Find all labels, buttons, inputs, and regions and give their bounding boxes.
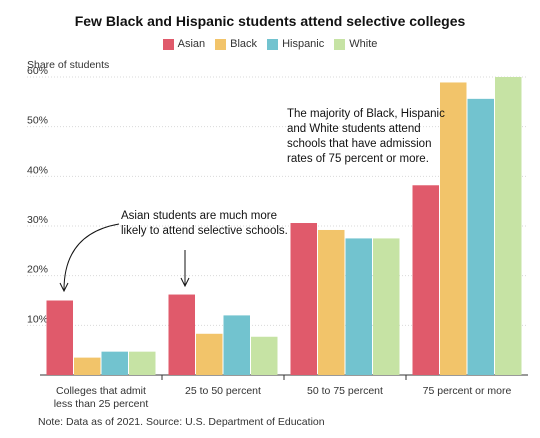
annotation-asian-text: Asian students are much more likely to at…	[121, 209, 288, 239]
bar-hispanic	[467, 98, 494, 375]
x-tick-label: 50 to 75 percent	[285, 385, 405, 398]
bar-black	[74, 357, 101, 375]
legend-item-white: White	[334, 38, 377, 50]
bar-asian	[168, 294, 195, 375]
x-tick-label-line: less than 25 percent	[53, 398, 149, 410]
annotation-line: and White students attend	[287, 123, 421, 135]
annotation-line: Asian students are much more	[121, 210, 277, 222]
bar-white	[373, 238, 400, 375]
legend-swatch-asian	[162, 38, 174, 50]
annotation-line: schools that have admission	[287, 138, 432, 150]
y-axis-label: Share of students	[27, 59, 110, 71]
bar-hispanic	[101, 351, 128, 375]
annotation-majority: The majority of Black, Hispanic and White…	[287, 107, 445, 167]
legend-item-hispanic: Hispanic	[267, 38, 324, 50]
bar-white	[129, 351, 156, 375]
annotation-asian: Asian students are much more likely to at…	[121, 209, 288, 239]
x-tick-label-line: 75 percent or more	[422, 385, 512, 397]
annotation-arrow-curved	[63, 223, 120, 291]
y-tick-label: 50%	[27, 115, 48, 127]
x-tick-label-line: 50 to 75 percent	[307, 385, 383, 397]
annotation-line: rates of 75 percent or more.	[287, 153, 429, 165]
legend-label-white: White	[349, 38, 378, 50]
y-tick-label: 10%	[27, 313, 48, 325]
chart-title: Few Black and Hispanic students attend s…	[74, 13, 466, 29]
bar-hispanic	[345, 238, 372, 375]
y-tick-label: 30%	[27, 214, 48, 226]
legend-swatch-white	[334, 38, 346, 50]
legend-swatch-black	[215, 38, 227, 50]
legend: Asian Black Hispanic White	[0, 38, 540, 50]
annotation-majority-text: The majority of Black, Hispanic and White…	[287, 107, 445, 167]
source-note: Note: Data as of 2021. Source: U.S. Depa…	[38, 416, 325, 428]
bar-hispanic	[223, 315, 250, 375]
legend-item-black: Black	[215, 38, 257, 50]
x-tick-label: 25 to 50 percent	[163, 385, 283, 398]
y-tick-label: 60%	[27, 65, 48, 77]
bar-asian	[46, 300, 73, 375]
legend-label-asian: Asian	[177, 38, 206, 50]
x-tick-label: 75 percent or more	[407, 385, 527, 398]
x-tick-label: Colleges that admit less than 25 percent	[41, 385, 161, 411]
annotation-line: likely to attend selective schools.	[121, 225, 288, 237]
legend-label-hispanic: Hispanic	[282, 38, 325, 50]
y-tick-label: 40%	[27, 164, 48, 176]
bar-black	[196, 333, 223, 375]
x-tick-label-line: 25 to 50 percent	[185, 385, 261, 397]
x-tick-label-line: Colleges that admit	[56, 385, 146, 397]
legend-label-black: Black	[230, 38, 258, 50]
bar-white	[495, 77, 522, 375]
bar-black	[440, 82, 467, 376]
annotation-line: The majority of Black, Hispanic	[287, 108, 445, 120]
bar-asian	[290, 223, 317, 375]
bar-black	[318, 229, 345, 375]
y-tick-label: 20%	[27, 264, 48, 276]
bar-white	[251, 336, 278, 375]
legend-swatch-hispanic	[267, 38, 279, 50]
annotation-arrowhead	[59, 282, 69, 293]
legend-item-asian: Asian	[162, 38, 206, 50]
bar-asian	[412, 185, 439, 375]
annotation-arrowhead	[180, 277, 190, 288]
